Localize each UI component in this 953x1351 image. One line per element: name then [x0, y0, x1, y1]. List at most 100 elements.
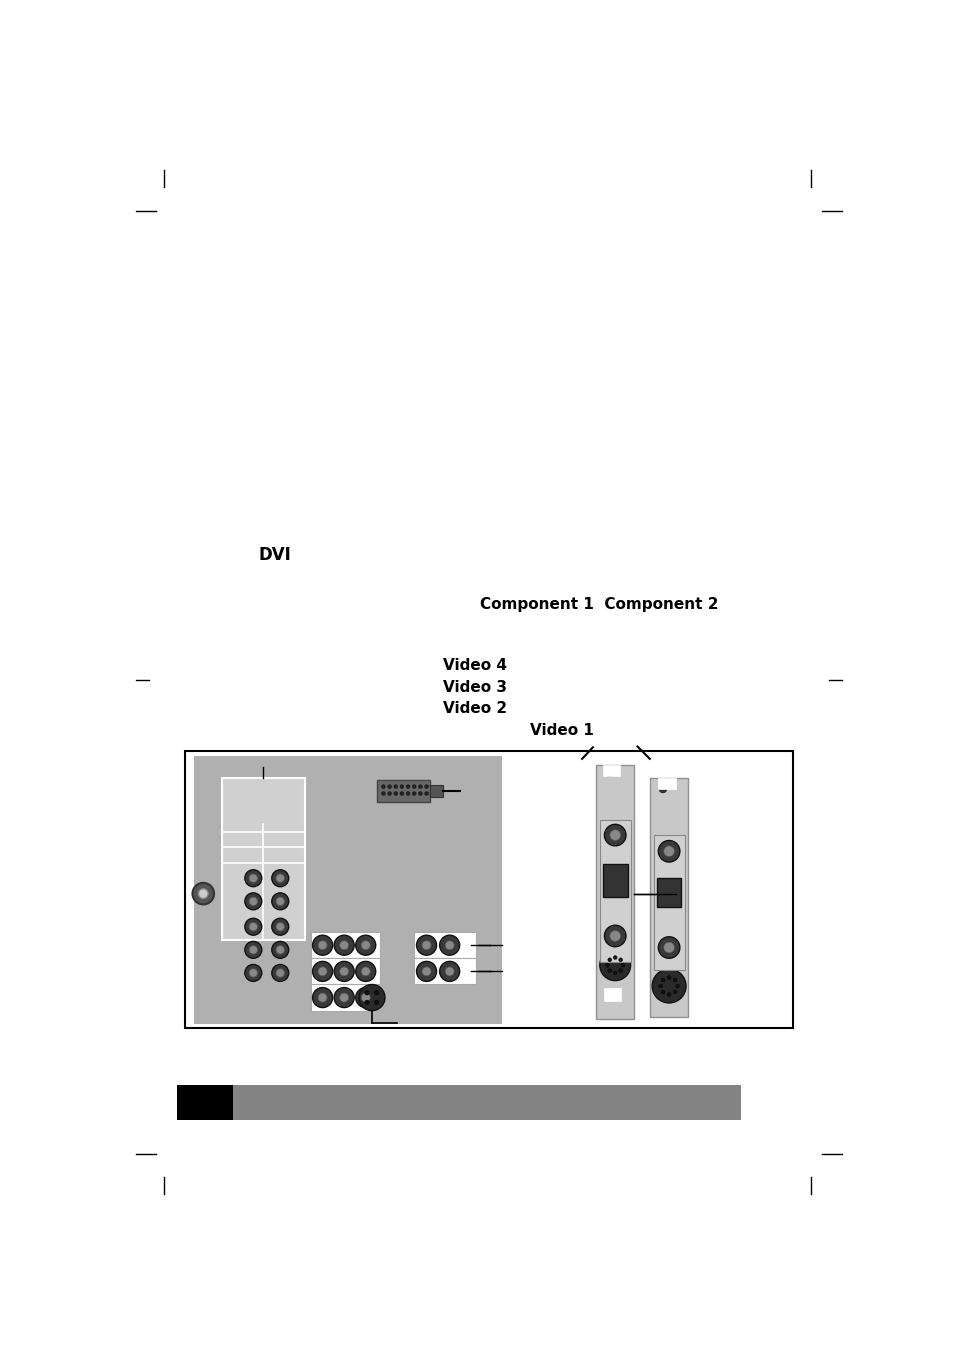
Bar: [311, 985, 369, 1011]
Bar: [376, 781, 429, 802]
Circle shape: [618, 969, 622, 973]
Circle shape: [618, 958, 622, 962]
Circle shape: [339, 940, 348, 950]
Circle shape: [659, 785, 666, 793]
Circle shape: [673, 990, 677, 994]
Circle shape: [339, 967, 348, 975]
Circle shape: [663, 942, 674, 952]
Circle shape: [394, 792, 397, 796]
Bar: [656, 878, 680, 908]
Circle shape: [249, 946, 257, 954]
Circle shape: [439, 935, 459, 955]
Circle shape: [245, 893, 261, 909]
Circle shape: [605, 963, 609, 967]
Bar: [185, 751, 792, 1028]
Circle shape: [313, 935, 333, 955]
Circle shape: [358, 985, 385, 1011]
Bar: [602, 865, 627, 897]
Circle shape: [445, 967, 454, 975]
Circle shape: [666, 975, 670, 979]
Circle shape: [675, 984, 679, 988]
Circle shape: [355, 988, 375, 1008]
Bar: [602, 765, 619, 775]
Bar: [599, 820, 630, 962]
Circle shape: [275, 969, 284, 977]
Circle shape: [334, 988, 354, 1008]
Bar: [429, 785, 443, 797]
Circle shape: [394, 785, 397, 789]
Bar: [177, 1085, 233, 1120]
Circle shape: [272, 965, 289, 981]
Circle shape: [275, 946, 284, 954]
Bar: [657, 778, 676, 789]
Circle shape: [313, 988, 333, 1008]
Text: Video 1: Video 1: [529, 723, 593, 738]
Circle shape: [609, 830, 620, 840]
Circle shape: [275, 923, 284, 931]
Circle shape: [412, 792, 416, 796]
Circle shape: [355, 935, 375, 955]
Circle shape: [339, 993, 348, 1002]
Circle shape: [604, 824, 625, 846]
Text: Video 3: Video 3: [443, 680, 507, 694]
Bar: [311, 932, 380, 958]
Circle shape: [361, 967, 370, 975]
Circle shape: [249, 923, 257, 931]
Circle shape: [406, 792, 410, 796]
Circle shape: [663, 846, 674, 857]
Bar: [193, 755, 501, 1024]
Bar: [414, 958, 476, 985]
Circle shape: [658, 840, 679, 862]
Circle shape: [381, 792, 385, 796]
Circle shape: [355, 962, 375, 981]
Circle shape: [193, 882, 213, 904]
Circle shape: [599, 950, 630, 981]
Circle shape: [387, 785, 391, 789]
Circle shape: [249, 969, 257, 977]
Circle shape: [666, 993, 670, 997]
Bar: [311, 958, 380, 985]
Circle shape: [364, 990, 369, 996]
Circle shape: [424, 785, 428, 789]
Bar: [233, 1085, 740, 1120]
Circle shape: [418, 792, 422, 796]
Circle shape: [361, 940, 370, 950]
Circle shape: [334, 935, 354, 955]
Circle shape: [399, 785, 403, 789]
Circle shape: [424, 792, 428, 796]
Text: Video 4: Video 4: [443, 658, 507, 673]
Text: DVI: DVI: [258, 546, 291, 563]
Circle shape: [272, 870, 289, 886]
Circle shape: [317, 993, 327, 1002]
Circle shape: [249, 897, 257, 905]
Circle shape: [660, 978, 664, 982]
Circle shape: [317, 940, 327, 950]
Circle shape: [604, 925, 625, 947]
Circle shape: [660, 990, 664, 994]
Circle shape: [439, 962, 459, 981]
Circle shape: [658, 936, 679, 958]
Bar: [649, 778, 688, 1017]
Circle shape: [399, 792, 403, 796]
Bar: [604, 989, 620, 1001]
Circle shape: [334, 962, 354, 981]
Circle shape: [245, 942, 261, 958]
Circle shape: [275, 874, 284, 882]
Circle shape: [412, 785, 416, 789]
Circle shape: [421, 940, 431, 950]
Circle shape: [198, 889, 208, 898]
Circle shape: [381, 785, 385, 789]
Text: Component 1  Component 2: Component 1 Component 2: [479, 597, 718, 612]
Circle shape: [272, 893, 289, 909]
Circle shape: [418, 785, 422, 789]
Circle shape: [245, 965, 261, 981]
Circle shape: [416, 935, 436, 955]
Circle shape: [613, 971, 617, 975]
Circle shape: [673, 978, 677, 982]
Circle shape: [361, 993, 370, 1002]
Text: Video 2: Video 2: [443, 701, 507, 716]
Bar: [596, 765, 634, 1019]
Circle shape: [272, 919, 289, 935]
Circle shape: [272, 942, 289, 958]
Circle shape: [613, 955, 617, 959]
